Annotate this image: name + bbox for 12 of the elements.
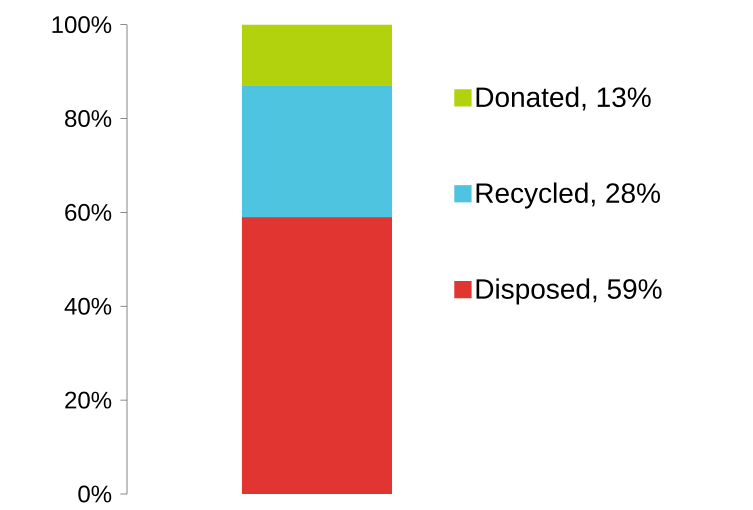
- bar: [242, 24, 392, 86]
- y-tick-label: 20%: [65, 391, 112, 408]
- legend-label: Disposed, 59%: [476, 278, 662, 304]
- y-tick-label: 60%: [65, 204, 112, 221]
- bar: [242, 216, 392, 494]
- y-tick-label: 40%: [64, 298, 112, 315]
- y-tick-label: 100%: [52, 16, 112, 33]
- y-tick-label: 0%: [78, 485, 112, 502]
- legend-label: Recycled, 28%: [476, 182, 660, 208]
- legend-label: Donated, 13%: [476, 86, 651, 110]
- y-tick-label: 80%: [65, 110, 112, 127]
- bar: [242, 85, 392, 217]
